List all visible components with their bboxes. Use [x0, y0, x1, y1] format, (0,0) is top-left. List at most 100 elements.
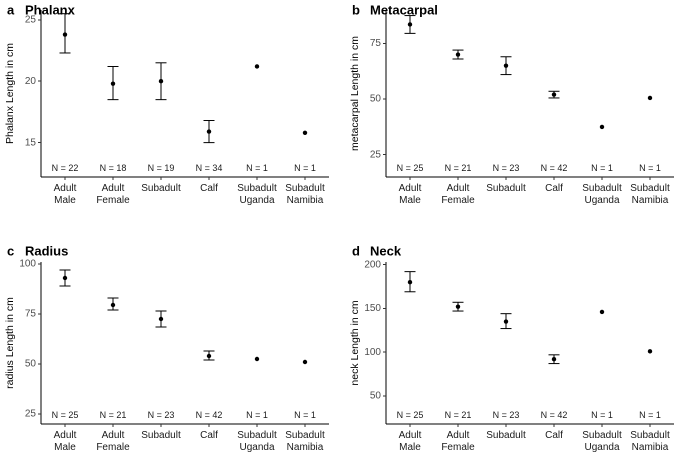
mean-point	[455, 52, 461, 57]
x-tick-label-line: Adult	[447, 430, 470, 441]
x-tick-label-line: Subadult	[630, 183, 670, 194]
sample-size-label: N = 22	[52, 163, 79, 173]
y-axis-title: neck Length in cm	[349, 300, 361, 385]
sample-size-label: N = 1	[246, 163, 268, 173]
x-tick-label-line: Subadult	[486, 430, 526, 441]
x-tick-label: Subadult	[141, 183, 181, 194]
y-tick-label: 200	[364, 259, 381, 270]
y-tick-label: 25	[25, 409, 37, 420]
x-tick-label: Subadult	[486, 183, 526, 194]
x-tick-label: Adult Female	[441, 183, 475, 206]
x-tick-label: Adult Male	[399, 430, 422, 453]
x-tick-label-line: Subadult	[630, 430, 670, 441]
x-tick-label: Calf	[545, 183, 563, 194]
y-tick-label: 75	[370, 38, 382, 49]
x-tick-label-line: Subadult	[237, 183, 277, 194]
y-tick-label: 100	[19, 259, 36, 270]
sample-size-label: N = 42	[541, 163, 568, 173]
mean-point	[206, 129, 212, 134]
x-tick-label-line: Adult	[54, 183, 77, 194]
sample-size-label: N = 19	[148, 163, 175, 173]
x-tick-label-line: Uganda	[584, 442, 619, 453]
x-tick-label-line: Subadult	[141, 430, 181, 441]
sample-size-label: N = 25	[397, 410, 424, 420]
mean-point	[455, 304, 461, 309]
sample-size-label: N = 18	[100, 163, 127, 173]
x-tick-label-line: Female	[96, 195, 130, 206]
x-tick-label: Subadult	[486, 430, 526, 441]
y-tick-label: 15	[25, 137, 37, 148]
mean-point	[158, 316, 164, 322]
mean-point	[503, 63, 509, 68]
x-tick-label-line: Adult	[102, 430, 125, 441]
x-tick-label-line: Namibia	[632, 195, 669, 206]
mean-point	[254, 64, 260, 69]
x-tick-label-line: Subadult	[237, 430, 277, 441]
x-tick-label-line: Subadult	[285, 183, 325, 194]
x-tick-label: Calf	[545, 430, 563, 441]
x-tick-label-line: Female	[441, 195, 475, 206]
x-tick-label-line: Uganda	[239, 195, 274, 206]
x-tick-label: Subadult Uganda	[237, 430, 277, 453]
sample-size-label: N = 1	[591, 163, 613, 173]
y-tick-label: 150	[364, 303, 381, 314]
x-tick-label: Subadult Namibia	[285, 183, 325, 206]
x-tick-label: Calf	[200, 430, 218, 441]
sample-size-label: N = 42	[541, 410, 568, 420]
x-tick-label-line: Adult	[102, 183, 125, 194]
x-tick-label-line: Subadult	[582, 430, 622, 441]
y-tick-label: 50	[370, 94, 382, 105]
y-tick-label: 100	[364, 347, 381, 358]
x-tick-label-line: Calf	[200, 183, 218, 194]
mean-point	[647, 349, 653, 354]
x-tick-label-line: Male	[399, 442, 421, 453]
x-tick-label-line: Adult	[399, 183, 422, 194]
sample-size-label: N = 25	[52, 410, 79, 420]
x-tick-label: Adult Male	[54, 183, 77, 206]
panel-title: Metacarpal	[370, 2, 438, 17]
x-tick-label: Subadult Uganda	[582, 430, 622, 453]
mean-point	[206, 353, 212, 359]
sample-size-label: N = 21	[445, 163, 472, 173]
x-tick-label-line: Adult	[399, 430, 422, 441]
mean-point	[599, 309, 605, 315]
mean-point	[254, 356, 260, 362]
mean-point	[302, 359, 308, 365]
x-tick-label-line: Subadult	[285, 430, 325, 441]
x-tick-label: Adult Female	[441, 430, 475, 453]
x-tick-label: Adult Female	[96, 430, 130, 453]
sample-size-label: N = 1	[294, 410, 316, 420]
x-tick-label: Subadult Namibia	[630, 183, 670, 206]
x-tick-label-line: Namibia	[287, 195, 324, 206]
mean-point	[407, 279, 413, 285]
sample-size-label: N = 1	[591, 410, 613, 420]
x-tick-label: Adult Male	[54, 430, 77, 453]
panel-title: Radius	[25, 243, 68, 258]
x-tick-label-line: Calf	[545, 183, 563, 194]
mean-point	[302, 130, 308, 135]
panel-letter: b	[352, 2, 360, 17]
x-tick-label: Subadult Uganda	[237, 183, 277, 206]
mean-point	[647, 95, 653, 101]
panel-letter: a	[7, 2, 15, 17]
x-tick-label-line: Uganda	[584, 195, 619, 206]
y-tick-label: 50	[25, 359, 37, 370]
mean-point	[158, 79, 164, 84]
x-tick-label-line: Subadult	[486, 183, 526, 194]
y-tick-label: 50	[370, 391, 382, 402]
x-tick-label: Adult Female	[96, 183, 130, 206]
y-axis-title: radius Length in cm	[4, 297, 16, 389]
x-tick-label-line: Female	[441, 442, 475, 453]
y-axis-title: Phalanx Length in cm	[4, 43, 16, 144]
x-tick-label-line: Calf	[545, 430, 563, 441]
mean-point	[599, 124, 605, 130]
mean-point	[503, 319, 509, 324]
panel-d: d Neck 50 100 150 200 neck Length in cm N = 25 A…	[349, 243, 674, 453]
x-tick-label-line: Adult	[447, 183, 470, 194]
panel-b: b Metacarpal 25 50 75 metacarpal Length in cm…	[349, 2, 674, 206]
x-tick-label-line: Namibia	[632, 442, 669, 453]
x-tick-label-line: Calf	[200, 430, 218, 441]
x-tick-label: Subadult Namibia	[630, 430, 670, 453]
x-tick-label-line: Namibia	[287, 442, 324, 453]
